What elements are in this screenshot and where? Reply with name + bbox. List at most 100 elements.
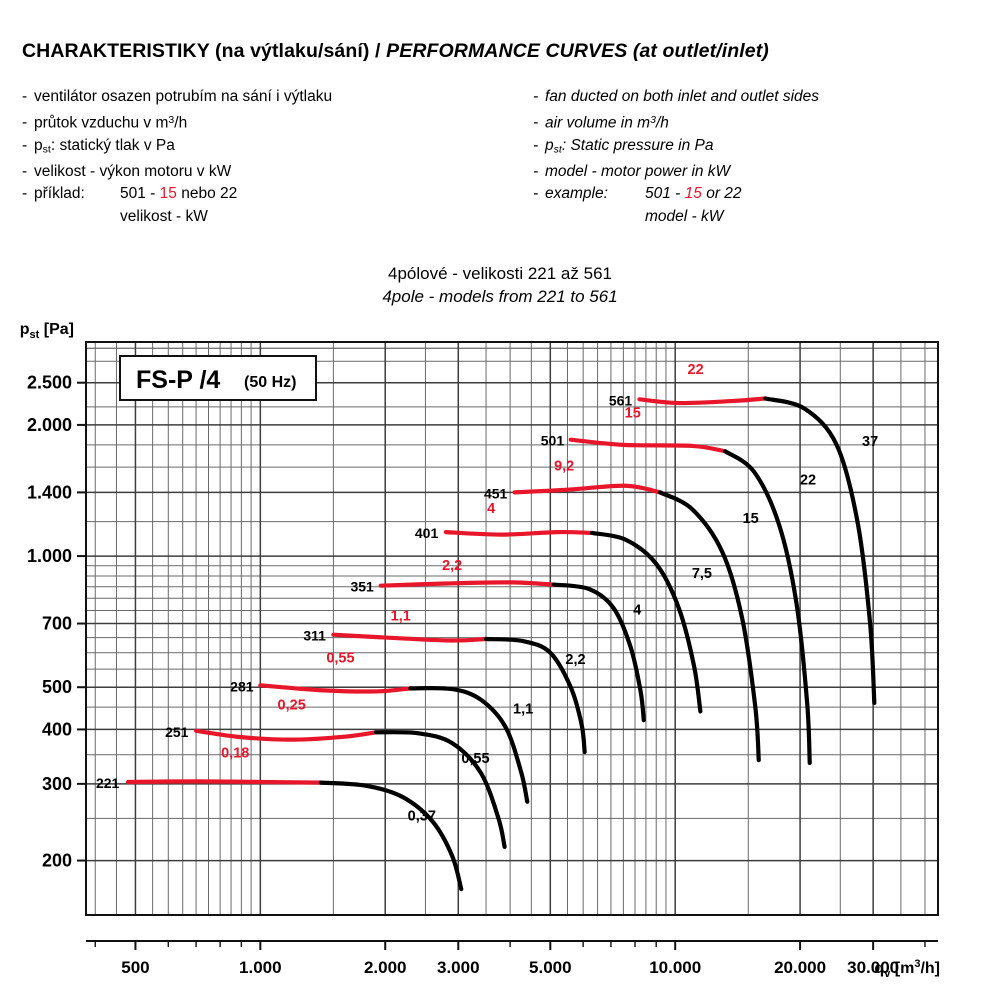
axis-names: pst [Pa] qv [m3/h] bbox=[20, 321, 940, 978]
series-model-label-281: 281 bbox=[230, 678, 254, 694]
curve-black-251 bbox=[373, 730, 507, 849]
list-item-label: velikost - výkon motoru v kW bbox=[34, 162, 232, 180]
curve-red-351 bbox=[378, 580, 556, 588]
example-tail: or 22 bbox=[706, 185, 742, 203]
list-item: - ventilátor osazen potrubím na sání i vý… bbox=[22, 86, 332, 109]
black-power-label-5: 7,5 bbox=[692, 566, 712, 582]
list-item-example: - příklad: 501 - 15 nebo 22 bbox=[22, 183, 332, 206]
bullet-dash: - bbox=[22, 88, 28, 105]
x-tick-label: 500 bbox=[121, 958, 149, 977]
curve-black-451 bbox=[658, 490, 761, 763]
x-tick-label: 2.000 bbox=[364, 958, 407, 977]
list-item: - pst: statický tlak v Pa bbox=[22, 135, 332, 161]
series-model-label-311: 311 bbox=[303, 628, 326, 644]
curve-red-561 bbox=[637, 396, 768, 406]
curve-black-351 bbox=[551, 582, 646, 723]
black-power-label-6: 15 bbox=[743, 511, 759, 527]
list-item-example: - example: 501 - 15 or 22 bbox=[533, 183, 819, 206]
series-power-label-251: 0,25 bbox=[278, 698, 306, 714]
example-note: velikost - kW bbox=[120, 208, 208, 226]
superscript-3: 3 bbox=[168, 113, 175, 126]
black-power-label-2: 1,1 bbox=[513, 702, 533, 718]
black-power-label-3: 2,2 bbox=[565, 652, 585, 668]
page-title-en: PERFORMANCE CURVES (at outlet/inlet) bbox=[386, 40, 769, 62]
y-tick-label: 2.000 bbox=[27, 415, 72, 435]
y-tick-label: 300 bbox=[42, 774, 72, 794]
bullet-list-english: - fan ducted on both inlet and outlet sid… bbox=[533, 86, 819, 229]
series-model-label-501: 501 bbox=[541, 433, 565, 449]
series-power-label-501: 15 bbox=[625, 405, 641, 421]
y-tick-label: 700 bbox=[42, 614, 72, 634]
chart-subtitle: 4pólové - velikosti 221 až 561 4pole - m… bbox=[0, 262, 1000, 308]
black-power-label-4: 4 bbox=[633, 602, 641, 618]
bullet-dash: - bbox=[533, 162, 539, 180]
example-power: 15 bbox=[684, 185, 702, 203]
list-item: - pst: Static pressure in Pa bbox=[533, 135, 819, 161]
curve-annotations: 2210,182510,252810,553111,13512,24014451… bbox=[96, 362, 878, 825]
bullet-list-czech: - ventilátor osazen potrubím na sání i vý… bbox=[22, 86, 332, 229]
list-item-example-note: model - kW bbox=[533, 206, 819, 229]
list-item: - model - motor power in kW bbox=[533, 161, 819, 184]
x-tick-label: 30.000 bbox=[847, 958, 899, 977]
x-tick-label: 10.000 bbox=[649, 958, 701, 977]
bullet-dash: - bbox=[533, 185, 539, 203]
series-power-label-221: 0,18 bbox=[221, 745, 249, 761]
black-power-label-8: 37 bbox=[862, 434, 878, 450]
list-item: - velikost - výkon motoru v kW bbox=[22, 161, 332, 184]
y-axis-tick-labels: 200 300 400 500 700 1.000 1.400 2.000 2.500 bbox=[27, 373, 72, 871]
example-word: example: bbox=[545, 185, 608, 203]
grid-major bbox=[86, 342, 938, 915]
plot-frame bbox=[85, 341, 939, 916]
y-tick-label: 200 bbox=[42, 851, 72, 871]
series-power-label-401: 4 bbox=[487, 501, 495, 517]
title-box-frame bbox=[119, 355, 317, 401]
series-model-label-221: 221 bbox=[96, 775, 120, 791]
series-power-label-561: 22 bbox=[688, 362, 704, 378]
list-item-label: fan ducted on both inlet and outlet side… bbox=[545, 88, 820, 105]
y-tick-label: 2.500 bbox=[27, 373, 72, 393]
page-title: CHARAKTERISTIKY (na výtlaku/sání) / PERF… bbox=[22, 40, 769, 63]
x-tick-label: 3.000 bbox=[437, 958, 480, 977]
black-power-label-7: 22 bbox=[800, 472, 816, 488]
curve-red-251 bbox=[193, 728, 379, 742]
x-tick-label: 20.000 bbox=[774, 958, 826, 977]
page-title-cz: CHARAKTERISTIKY (na výtlaku/sání) bbox=[22, 40, 370, 62]
example-power: 15 bbox=[159, 185, 177, 203]
chart-title-box: FS-P /4 (50 Hz) bbox=[119, 355, 317, 401]
example-model: 501 - bbox=[120, 185, 156, 203]
series-power-label-451: 9,2 bbox=[554, 459, 574, 475]
bullet-dash: - bbox=[22, 114, 28, 132]
list-item: - fan ducted on both inlet and outlet sid… bbox=[533, 86, 819, 109]
grid-minor bbox=[86, 342, 938, 916]
subscript-st: st bbox=[42, 143, 51, 156]
x-tick-label: 5.000 bbox=[529, 958, 572, 977]
series-power-label-281: 0,55 bbox=[326, 650, 354, 666]
chart-svg: 200 300 400 500 700 1.000 1.400 2.000 2.500 500 1… bbox=[20, 321, 940, 978]
list-item-label: ventilátor osazen potrubím na sání i výt… bbox=[34, 88, 333, 105]
chart-title: FS-P /4 bbox=[136, 366, 220, 394]
example-model: 501 - bbox=[645, 185, 681, 203]
bullet-dash: - bbox=[22, 162, 28, 180]
chart-title-frequency: (50 Hz) bbox=[244, 374, 296, 391]
axis-ticks bbox=[77, 381, 938, 950]
curve-red-281 bbox=[258, 683, 413, 694]
list-item: - průtok vzduchu v m3/h bbox=[22, 109, 332, 135]
series-power-label-311: 1,1 bbox=[391, 608, 411, 624]
list-item-label: model - motor power in kW bbox=[545, 162, 731, 180]
series-model-label-561: 561 bbox=[609, 392, 633, 408]
curve-black-561 bbox=[763, 396, 877, 706]
y-tick-label: 500 bbox=[42, 677, 72, 697]
y-tick-label: 1.000 bbox=[27, 546, 72, 566]
chart-subtitle-cz: 4pólové - velikosti 221 až 561 bbox=[388, 264, 612, 283]
curve-black-501 bbox=[723, 449, 812, 766]
example-tail: nebo 22 bbox=[181, 185, 238, 203]
chart-subtitle-en: 4pole - models from 221 to 561 bbox=[382, 287, 618, 306]
black-power-label-1: 0,55 bbox=[461, 751, 489, 767]
series-model-label-401: 401 bbox=[415, 525, 439, 541]
curve-black-311 bbox=[483, 636, 587, 755]
example-note: model - kW bbox=[645, 208, 724, 226]
series-model-label-351: 351 bbox=[350, 579, 374, 595]
curve-black-281 bbox=[408, 685, 530, 804]
curve-red-311 bbox=[331, 632, 489, 643]
